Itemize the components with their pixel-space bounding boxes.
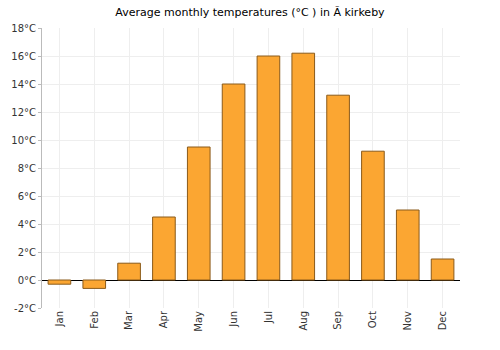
svg-text:14°C: 14°C — [11, 79, 36, 90]
svg-text:6°C: 6°C — [18, 191, 36, 202]
svg-text:Apr: Apr — [158, 310, 169, 328]
svg-text:May: May — [193, 311, 204, 332]
svg-text:18°C: 18°C — [11, 23, 36, 34]
svg-text:Dec: Dec — [437, 311, 448, 330]
svg-text:Jul: Jul — [263, 311, 274, 324]
svg-text:8°C: 8°C — [18, 163, 36, 174]
svg-text:Feb: Feb — [89, 311, 100, 329]
svg-text:-2°C: -2°C — [14, 303, 36, 314]
svg-text:Jun: Jun — [228, 311, 239, 328]
svg-text:Jan: Jan — [54, 311, 65, 327]
svg-text:Oct: Oct — [367, 311, 378, 328]
svg-text:12°C: 12°C — [11, 107, 36, 118]
svg-text:Nov: Nov — [402, 311, 413, 331]
svg-text:Sep: Sep — [332, 311, 343, 330]
svg-text:16°C: 16°C — [11, 51, 36, 62]
svg-text:Mar: Mar — [123, 310, 134, 330]
svg-text:0°C: 0°C — [18, 275, 36, 286]
svg-text:Average monthly temperatures (: Average monthly temperatures (°C ) in Ã … — [115, 6, 385, 19]
svg-text:Aug: Aug — [298, 311, 309, 331]
svg-text:2°C: 2°C — [18, 247, 36, 258]
svg-text:10°C: 10°C — [11, 135, 36, 146]
svg-text:4°C: 4°C — [18, 219, 36, 230]
